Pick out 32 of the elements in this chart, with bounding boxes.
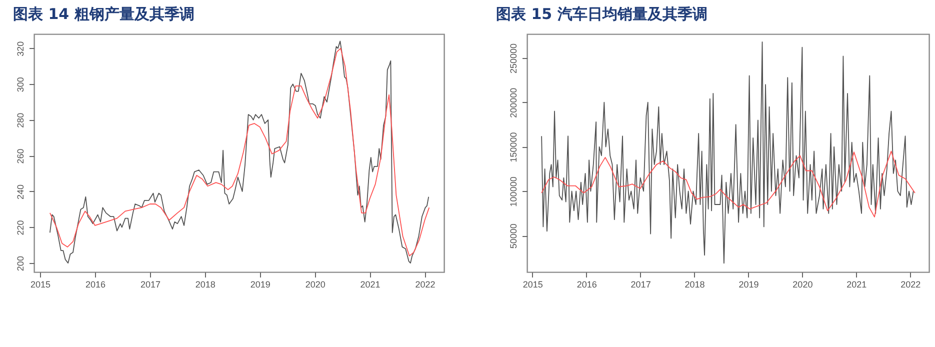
x-tick-label: 2016 [85, 280, 106, 290]
y-tick-label: 50000 [508, 224, 518, 249]
y-tick-label: 280 [16, 112, 26, 128]
chart-title: 图表 14 粗钢产量及其季调 [13, 5, 194, 23]
x-tick-label: 2015 [522, 280, 543, 290]
x-tick-label: 2022 [415, 280, 436, 290]
x-tick-label: 2016 [576, 280, 597, 290]
chart-title: 图表 15 汽车日均销量及其季调 [496, 5, 708, 23]
y-tick-label: 260 [16, 148, 26, 164]
line-series [541, 42, 914, 264]
y-tick-label: 200 [16, 256, 26, 272]
y-tick-label: 200000 [508, 88, 518, 118]
line-series [541, 150, 916, 218]
x-tick-label: 2018 [684, 280, 705, 290]
x-tick-label: 2017 [630, 280, 651, 290]
x-tick-label: 2022 [900, 280, 921, 290]
x-tick-label: 2015 [30, 280, 51, 290]
y-tick-label: 100000 [508, 176, 518, 207]
y-tick-label: 220 [16, 220, 26, 236]
x-tick-label: 2021 [846, 280, 867, 290]
y-tick-label: 240 [16, 184, 26, 200]
y-tick-label: 300 [16, 77, 26, 92]
y-tick-label: 250000 [508, 43, 518, 74]
x-tick-label: 2020 [305, 280, 326, 290]
x-tick-label: 2019 [738, 280, 759, 290]
y-tick-label: 150000 [508, 132, 518, 162]
x-tick-label: 2017 [140, 280, 160, 290]
x-tick-label: 2018 [195, 280, 216, 290]
x-tick-label: 2019 [250, 280, 270, 290]
x-tick-label: 2020 [792, 280, 813, 290]
x-tick-label: 2021 [360, 280, 380, 290]
y-tick-label: 320 [16, 41, 26, 56]
